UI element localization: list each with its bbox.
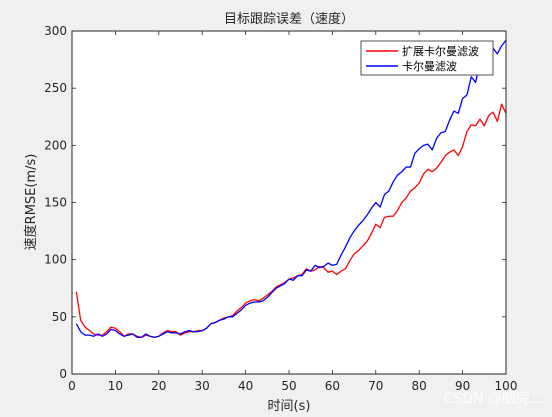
x-axis-label: 时间(s) xyxy=(268,399,311,414)
y-tick-label: 250 xyxy=(44,81,67,95)
plot-area xyxy=(72,31,506,374)
x-tick-label: 50 xyxy=(281,379,296,393)
x-tick-label: 80 xyxy=(412,379,427,393)
legend-label-kf: 卡尔曼滤波 xyxy=(402,60,457,73)
y-tick-label: 0 xyxy=(59,367,67,381)
y-tick-label: 100 xyxy=(44,253,67,267)
x-tick-label: 10 xyxy=(108,379,123,393)
x-tick-label: 100 xyxy=(495,379,518,393)
x-tick-label: 60 xyxy=(325,379,340,393)
y-tick-label: 200 xyxy=(44,138,67,152)
y-ticks: 0 50 100 150 200 250 300 xyxy=(44,24,506,381)
x-tick-label: 20 xyxy=(151,379,166,393)
y-tick-label: 50 xyxy=(52,310,67,324)
x-tick-label: 40 xyxy=(238,379,253,393)
x-ticks: 0 10 20 30 40 50 60 70 80 90 100 xyxy=(68,31,517,393)
x-tick-label: 30 xyxy=(195,379,210,393)
legend: 扩展卡尔曼滤波 卡尔曼滤波 xyxy=(360,40,494,76)
watermark-text: CSDN @胭完二 xyxy=(444,391,544,407)
series-layer xyxy=(75,39,507,339)
y-tick-label: 150 xyxy=(44,196,67,210)
series-line-1 xyxy=(75,39,507,339)
chart-title: 目标跟踪误差（速度） xyxy=(224,11,354,27)
x-tick-label: 70 xyxy=(368,379,383,393)
y-axis-label: 速度RMSE(m/s) xyxy=(23,154,39,251)
x-tick-label: 0 xyxy=(68,379,76,393)
legend-label-ekf: 扩展卡尔曼滤波 xyxy=(402,44,479,58)
y-tick-label: 300 xyxy=(44,24,67,38)
legend-box xyxy=(360,40,494,76)
x-tick-label: 90 xyxy=(455,379,470,393)
